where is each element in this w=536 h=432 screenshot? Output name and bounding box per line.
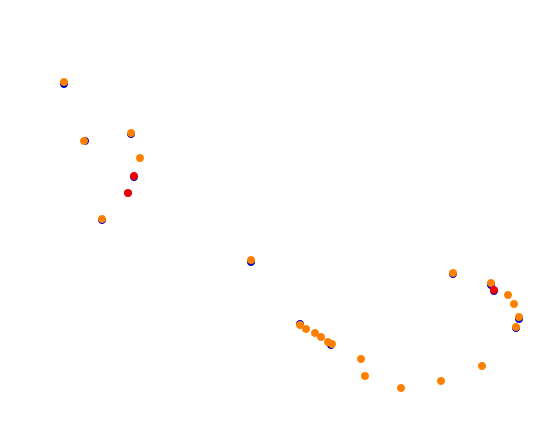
point	[130, 172, 138, 180]
point	[98, 215, 106, 223]
point	[437, 377, 445, 385]
point	[136, 154, 144, 162]
point	[397, 384, 405, 392]
point	[80, 137, 88, 145]
point	[328, 340, 336, 348]
point	[478, 362, 486, 370]
point	[311, 329, 319, 337]
point	[127, 129, 135, 137]
point	[296, 321, 304, 329]
point	[302, 325, 310, 333]
point	[247, 256, 255, 264]
point	[490, 286, 498, 294]
point	[361, 372, 369, 380]
point	[124, 189, 132, 197]
point	[317, 333, 325, 341]
point	[357, 355, 365, 363]
point	[512, 323, 520, 331]
point	[60, 78, 68, 86]
point	[504, 291, 512, 299]
point	[515, 313, 523, 321]
point	[449, 269, 457, 277]
point	[510, 300, 518, 308]
point	[487, 279, 495, 287]
